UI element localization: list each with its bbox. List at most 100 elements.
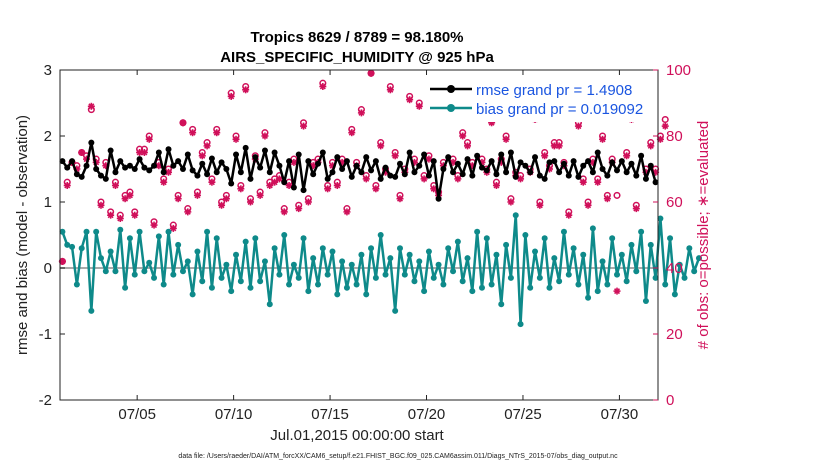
obs-evaluated-point <box>285 182 293 189</box>
bias-point <box>286 281 293 288</box>
rmse-point <box>435 195 442 202</box>
bias-point <box>396 245 403 252</box>
rmse-point <box>474 152 481 159</box>
rmse-point <box>551 158 558 165</box>
bias-point <box>517 321 524 328</box>
legend-rmse-marker <box>447 85 455 93</box>
bias-point <box>213 235 220 242</box>
y-right-tick-label: 20 <box>666 326 683 343</box>
bias-point <box>69 243 76 250</box>
bias-point <box>691 268 698 275</box>
y-left-tick-label: 3 <box>44 62 52 79</box>
bias-point <box>310 255 317 262</box>
bias-point <box>315 281 322 288</box>
rmse-point <box>454 160 461 167</box>
obs-evaluated-point <box>116 215 124 222</box>
bias-point <box>146 259 153 266</box>
bias-point <box>638 228 645 235</box>
bias-point <box>421 288 428 295</box>
bias-point <box>343 284 350 291</box>
bias-point <box>667 235 674 242</box>
rmse-point <box>478 164 485 171</box>
rmse-point <box>228 180 235 187</box>
bias-point <box>83 228 90 235</box>
bias-point <box>97 255 104 262</box>
obs-evaluated-stroke <box>657 136 664 143</box>
obs-evaluated-point <box>256 191 264 199</box>
rmse-point <box>319 149 326 156</box>
x-tick-label: 07/20 <box>408 406 446 423</box>
rmse-point <box>382 164 389 171</box>
bias-point <box>493 251 500 258</box>
obs-evaluated-point <box>246 198 254 206</box>
rmse-point <box>642 175 649 182</box>
rmse-point <box>339 166 346 172</box>
bias-point <box>551 255 558 262</box>
bias-point <box>599 258 606 265</box>
obs-evaluated-stroke <box>536 202 543 209</box>
rmse-point <box>450 169 457 176</box>
obs-evaluated-point <box>406 96 414 104</box>
rmse-point <box>527 169 534 176</box>
x-tick-label: 07/25 <box>504 406 542 423</box>
bias-point <box>261 258 268 265</box>
legend-bias-marker <box>447 104 455 112</box>
obs-evaluated-stroke <box>170 225 177 232</box>
obs-evaluated-stroke <box>585 202 592 209</box>
bias-point <box>401 271 408 278</box>
rmse-point <box>512 173 519 180</box>
bias-point <box>681 274 688 281</box>
obs-evaluated-stroke <box>363 175 370 182</box>
obs-evaluated-point <box>613 287 621 295</box>
chart-title-line1: Tropics 8629 / 8789 = 98.180% <box>250 29 463 46</box>
rmse-point <box>88 139 95 146</box>
obs-evaluated-point <box>126 191 134 199</box>
rmse-point <box>633 172 640 179</box>
obs-evaluated-stroke <box>599 136 606 143</box>
obs-evaluated-stroke <box>459 132 466 140</box>
bias-point <box>194 248 201 255</box>
obs-evaluated-stroke <box>387 86 394 93</box>
bias-point <box>623 278 630 285</box>
rmse-point <box>575 173 582 180</box>
x-tick-label: 07/15 <box>311 406 349 423</box>
bias-point <box>372 274 379 281</box>
rmse-point <box>618 158 625 165</box>
obs-evaluated-point <box>222 195 230 203</box>
bias-point <box>368 245 375 252</box>
rmse-point <box>117 158 124 165</box>
obs-evaluated-point <box>300 122 308 130</box>
rmse-point <box>372 158 379 165</box>
obs-evaluated-stroke <box>319 83 326 90</box>
bias-point <box>647 241 654 248</box>
rmse-point <box>271 149 278 156</box>
obs-evaluated-point <box>502 135 510 143</box>
obs-evaluated-stroke <box>324 185 331 192</box>
rmse-point <box>609 159 616 166</box>
rmse-point <box>445 154 452 161</box>
obs-evaluated-point <box>208 178 216 186</box>
rmse-point <box>73 171 80 178</box>
obs-evaluated-point <box>160 178 168 186</box>
obs-evaluated-stroke <box>242 86 249 93</box>
obs-evaluated-stroke <box>160 179 167 186</box>
obs-evaluated-stroke <box>575 123 582 130</box>
rmse-point <box>261 147 268 154</box>
rmse-point <box>560 160 567 167</box>
bias-point <box>160 281 167 288</box>
bias-point <box>107 248 114 255</box>
y-right-tick-label: 100 <box>666 62 691 79</box>
bias-point <box>392 307 399 314</box>
obs-evaluated-point <box>459 132 467 140</box>
obs-evaluated-point <box>78 149 86 156</box>
bias-point <box>594 288 601 295</box>
bias-point <box>527 284 534 291</box>
obs-evaluated-point <box>87 102 95 110</box>
obs-evaluated-stroke <box>281 208 288 215</box>
bias-point <box>488 281 495 288</box>
obs-evaluated-point <box>391 152 399 160</box>
obs-evaluated-point <box>198 152 206 160</box>
rmse-point <box>396 160 403 167</box>
obs-evaluated-stroke <box>199 152 206 159</box>
